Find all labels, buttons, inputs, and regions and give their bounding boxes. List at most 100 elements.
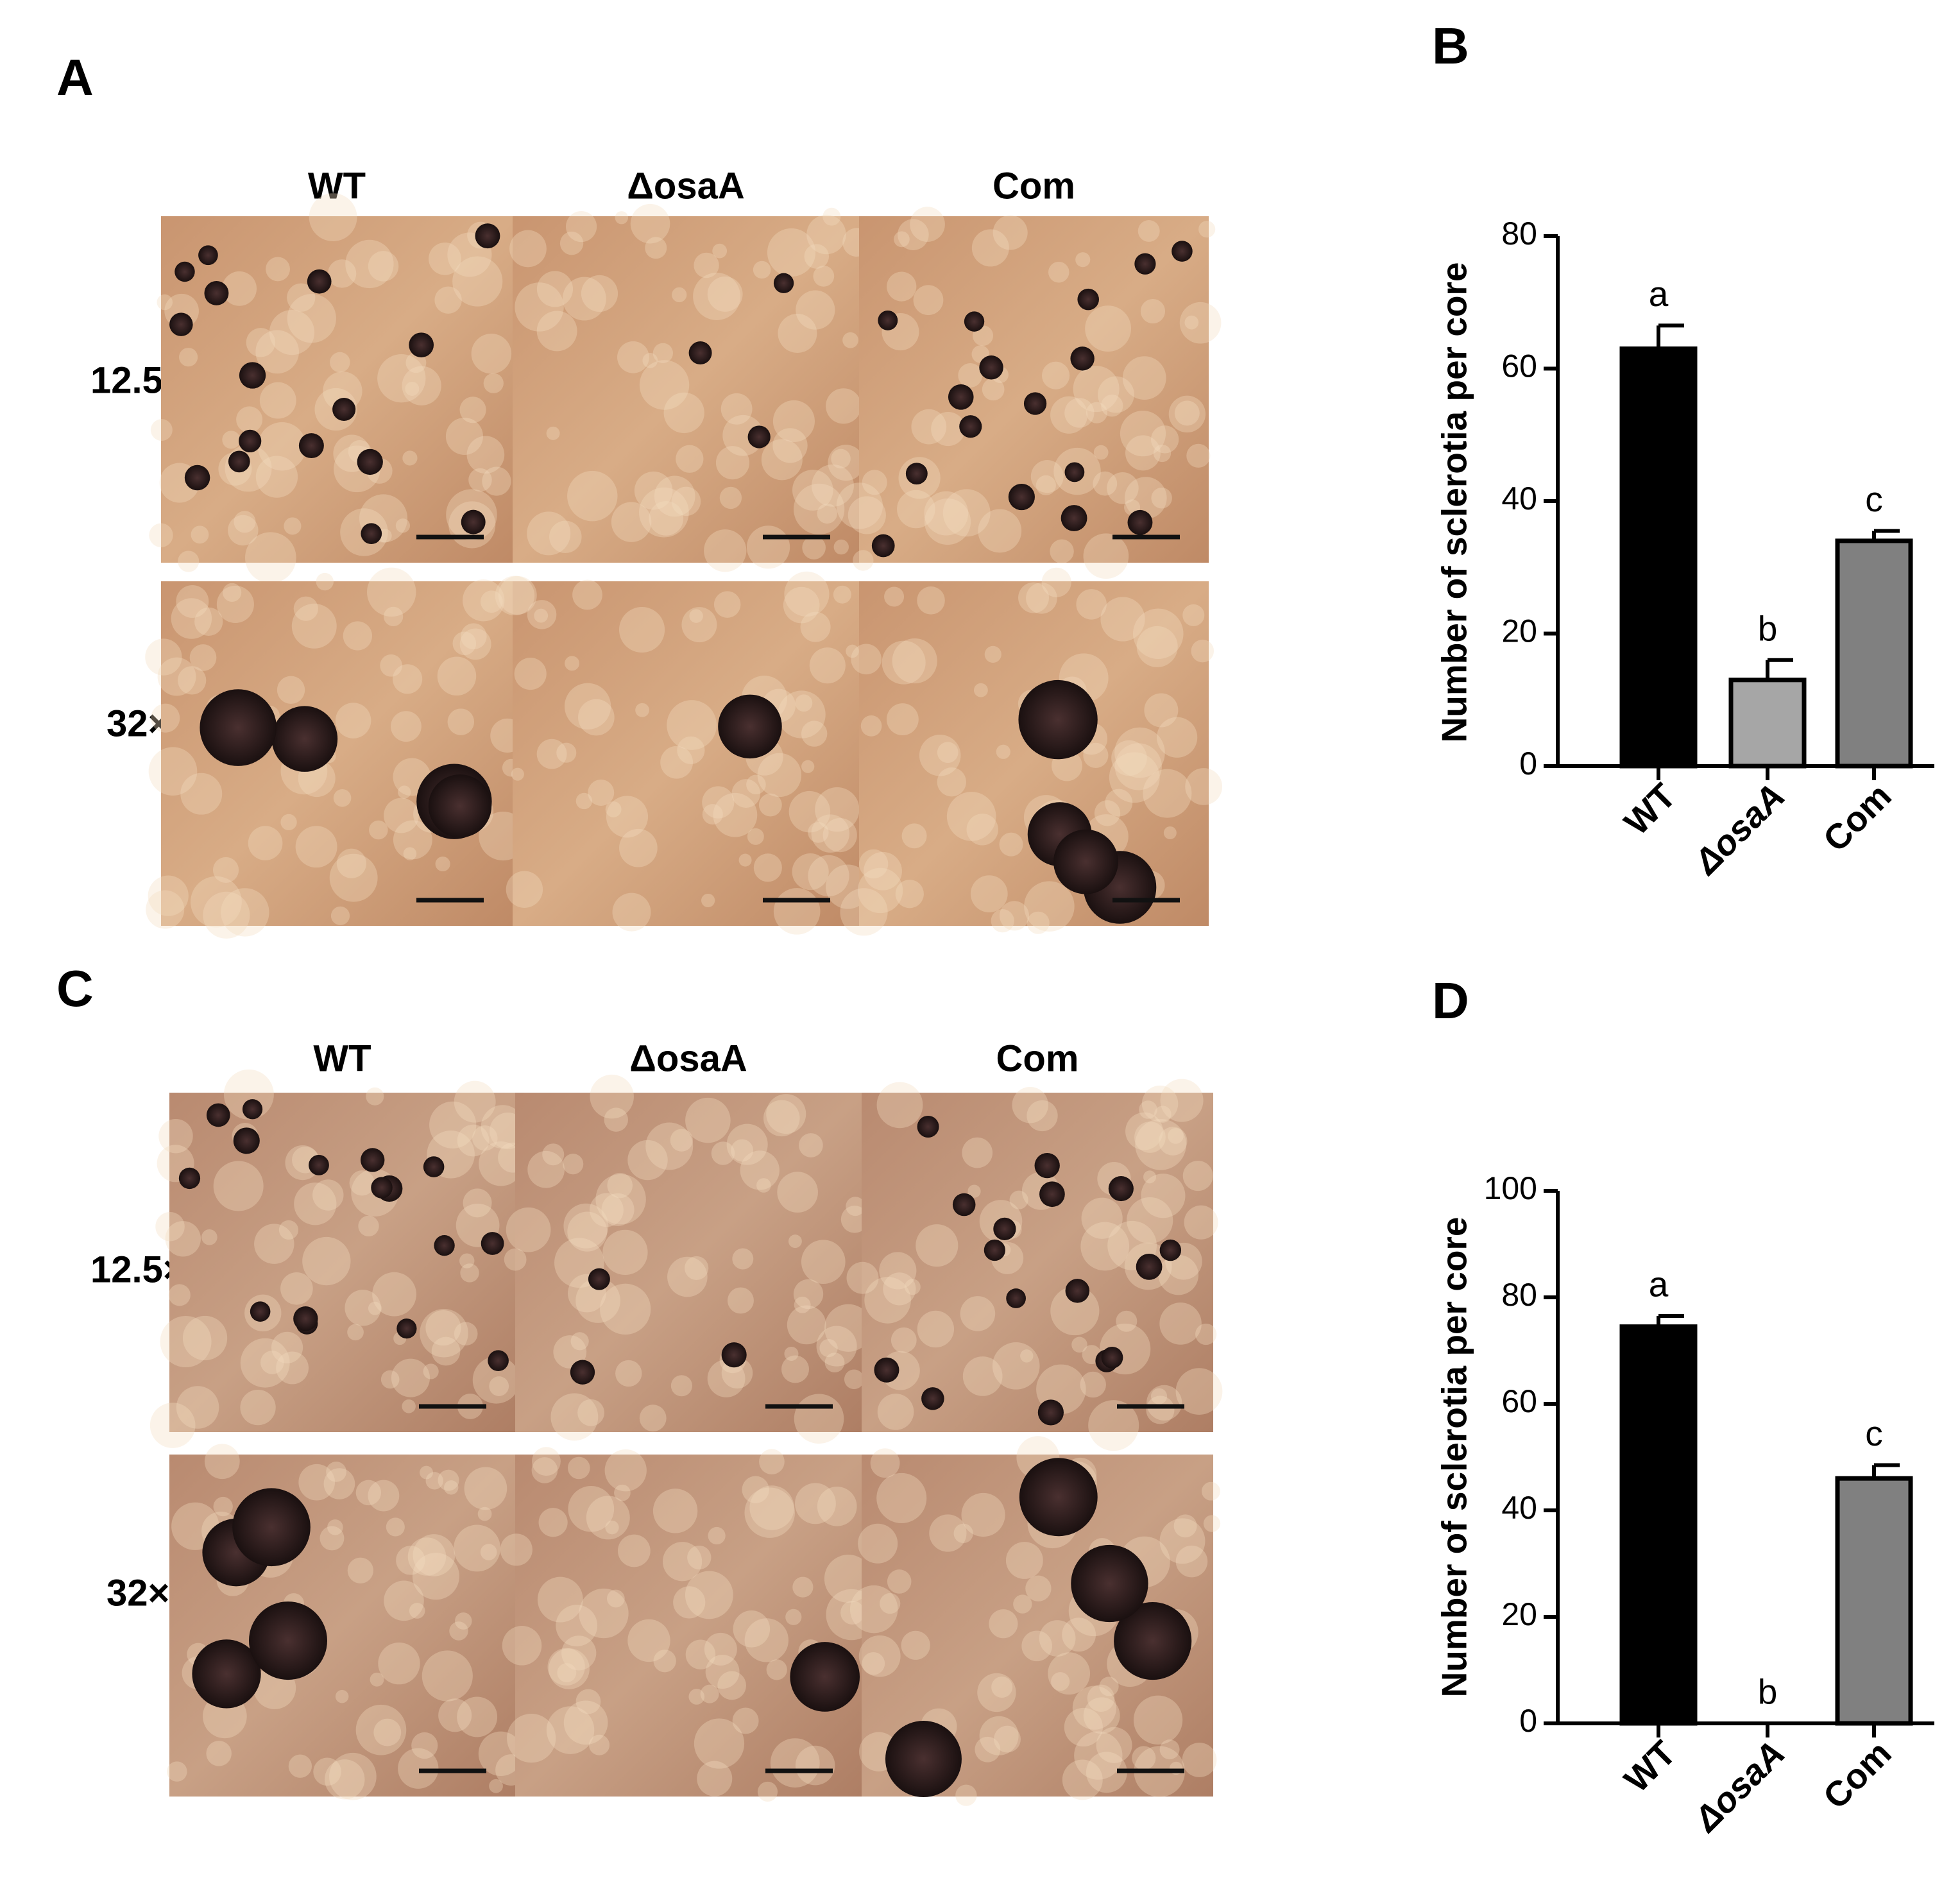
texture (452, 631, 477, 656)
texture (605, 801, 622, 817)
texture (1024, 881, 1075, 932)
texture (984, 645, 1001, 663)
texture (694, 1718, 745, 1769)
texture (822, 817, 857, 853)
texture (1134, 1122, 1166, 1153)
texture (704, 1632, 737, 1666)
texture (556, 742, 577, 763)
texture (1086, 402, 1108, 423)
texture (937, 742, 959, 764)
sclerotium (747, 425, 771, 448)
texture (753, 853, 782, 882)
texture (794, 1296, 811, 1313)
sclerotium (307, 269, 332, 294)
texture (182, 1315, 228, 1361)
texture (979, 1716, 1019, 1755)
texture (396, 1546, 425, 1575)
texture (472, 1125, 498, 1151)
sclerotium (428, 774, 492, 838)
texture (853, 550, 874, 571)
texture (717, 1671, 747, 1700)
texture (1140, 298, 1166, 324)
texture (1086, 1752, 1127, 1793)
texture (738, 853, 752, 867)
sclerotium (409, 332, 434, 358)
texture (673, 1586, 706, 1619)
sclerotium (905, 463, 928, 485)
texture (870, 1448, 900, 1478)
sclerotium (371, 1177, 393, 1199)
texture (438, 1698, 472, 1732)
texture (645, 1122, 694, 1170)
texture (333, 789, 352, 807)
texture (614, 1484, 631, 1501)
texture (793, 1279, 824, 1310)
texture (280, 814, 297, 831)
texture (1051, 1672, 1070, 1691)
texture (1136, 626, 1178, 667)
texture (788, 790, 831, 833)
texture (1124, 477, 1167, 519)
texture (833, 585, 851, 604)
texture (653, 1650, 676, 1673)
texture (343, 621, 372, 651)
texture (570, 1332, 589, 1351)
texture (507, 1714, 556, 1763)
texture (1116, 1310, 1138, 1332)
sclerotium (200, 689, 277, 766)
texture (778, 690, 826, 738)
texture (860, 715, 882, 737)
texture (468, 468, 492, 492)
texture (744, 1487, 795, 1538)
texture (514, 658, 547, 690)
sclerotium (488, 1350, 509, 1371)
significance-letter: a (1649, 274, 1669, 314)
texture (880, 1592, 901, 1614)
texture (733, 1610, 771, 1648)
y-tick-label: 60 (1501, 348, 1537, 384)
texture (1018, 582, 1050, 613)
sclerotium (232, 1488, 311, 1567)
texture (420, 1465, 433, 1480)
texture (466, 436, 505, 474)
texture (901, 823, 927, 849)
texture (1132, 608, 1184, 660)
texture (313, 1757, 341, 1786)
texture (407, 1537, 447, 1576)
texture (402, 450, 418, 466)
texture (452, 256, 503, 307)
texture (1107, 472, 1139, 504)
texture (562, 277, 606, 321)
texture (758, 793, 782, 817)
sclerotium (361, 523, 382, 544)
texture (711, 1141, 735, 1165)
texture (542, 1143, 565, 1166)
texture (429, 242, 461, 275)
texture (808, 855, 849, 897)
texture (670, 1375, 692, 1397)
texture (280, 1272, 313, 1305)
texture (1141, 1174, 1186, 1218)
texture (393, 820, 432, 860)
texture (671, 486, 701, 516)
texture (1173, 1514, 1197, 1538)
texture (1020, 1349, 1034, 1363)
sclerotium (1039, 1181, 1065, 1208)
texture (662, 1542, 703, 1582)
texture (590, 1193, 624, 1227)
texture (773, 888, 821, 935)
texture (449, 1621, 468, 1641)
texture (368, 251, 399, 282)
texture (176, 585, 209, 618)
texture (347, 1324, 364, 1341)
texture (1083, 742, 1109, 768)
texture (808, 822, 829, 843)
texture (326, 1462, 346, 1482)
texture (707, 1360, 746, 1397)
y-tick-label: 100 (1484, 1170, 1537, 1206)
texture (423, 1363, 439, 1379)
texture (858, 849, 889, 879)
texture (660, 746, 694, 779)
bar (1728, 678, 1807, 769)
texture (1184, 315, 1199, 330)
